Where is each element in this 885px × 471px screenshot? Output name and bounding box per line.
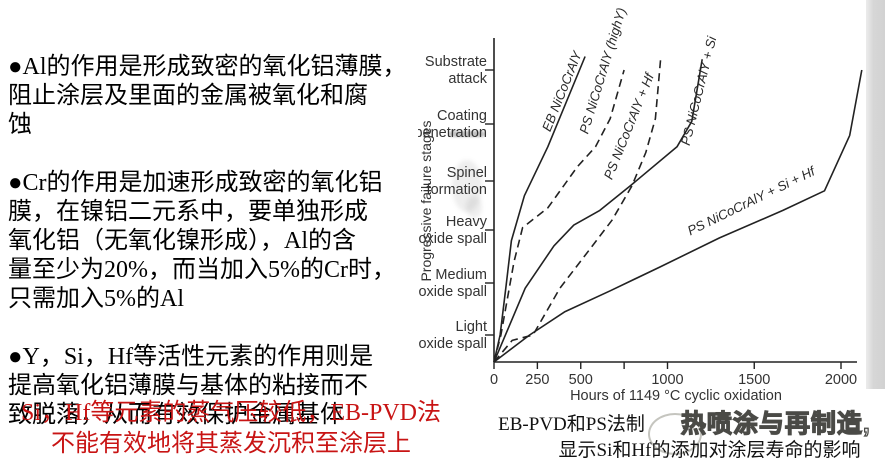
series-label: PS NiCoCrAlY + Si + Hf [685,163,818,238]
x-tick-label: 1500 [738,372,770,388]
stamp-circle [648,413,702,455]
bullet-notes: ●Al的作用是形成致密的氧化铝薄膜， 阻止涂层及里面的金属被氧化和腐 蚀 ●Cr… [8,24,440,459]
scan-artifact [452,160,482,212]
series-label: PS NiCoCrAlY + Hf [601,70,658,182]
y-stage-label: penetration [418,125,487,141]
y-axis-title: Progressive failure stages [418,120,434,281]
caption-text-1: EB-PVD和PS法制 [498,414,645,435]
series-ps-nicocraly-si [493,59,703,363]
scan-artifact [449,131,485,137]
scanned-page-edge [866,0,885,389]
x-tick-label: 500 [569,372,593,388]
series-label: PS NiCoCrAlY + Si [678,34,720,147]
series-label: EB NiCoCrAlY [539,48,585,134]
x-tick-label: 2000 [825,372,857,388]
bullet-cr: ●Cr的作用是加速形成致密的氧化铝 膜，在镍铝二元系中，要单独形成 氧化铝（无氧… [8,170,396,312]
x-axis-title: Hours of 1149 °C cyclic oxidation [570,388,782,404]
bullet-al: ●Al的作用是形成致密的氧化铝薄膜， 阻止涂层及里面的金属被氧化和腐 蚀 [8,54,407,138]
red-highlight-note: Si，Hf等元素的蒸气压较低，EB-PVD法 不能有效地将其蒸发沉积至涂层上 [20,400,441,457]
y-stage-label: oxide spall [418,231,487,247]
series-ps-nicocraly-hf [493,59,662,363]
oxidation-chart: Light oxide spall Medium oxide spall Heavy ox… [418,0,885,410]
y-stage-label: Substrate [425,54,487,70]
figure-caption: EB-PVD和PS法制 热喷涂与再制造, 显示Si和Hf的添加对涂层寿命的影响 [470,410,885,464]
series-ps-nicocraly-highy- [493,69,625,363]
watermark-text: 热喷涂与再制造, [680,410,871,438]
series-ps-nicocraly-si-hf [493,69,863,363]
y-stage-label: oxide spall [418,284,487,300]
caption-line-1: EB-PVD和PS法制 热喷涂与再制造, [484,410,885,438]
y-stage-label: Medium [435,267,487,283]
series-eb-nicocraly [493,56,586,363]
caption-line-2: 显示Si和Hf的添加对涂层寿命的影响 [558,440,861,461]
y-stage-label: attack [448,71,487,87]
x-tick-label: 250 [525,372,549,388]
x-tick-label: 0 [490,372,498,388]
y-stage-label: Coating [437,108,487,124]
bullet-y-si-hf: ●Y，Si，Hf等活性元素的作用则是 提高氧化铝薄膜与基体的粘接而不 致脱落，从… [8,344,374,428]
y-stage-label: oxide spall [418,336,487,352]
y-stage-label: Heavy [446,214,488,230]
y-stage-label: formation [427,182,487,198]
y-stage-label: Spinel [447,165,487,181]
series-label: PS NiCoCrAlY (highY) [576,6,629,136]
scan-artifact [466,196,482,218]
y-stage-label: Light [456,319,487,335]
x-tick-label: 1000 [651,372,683,388]
